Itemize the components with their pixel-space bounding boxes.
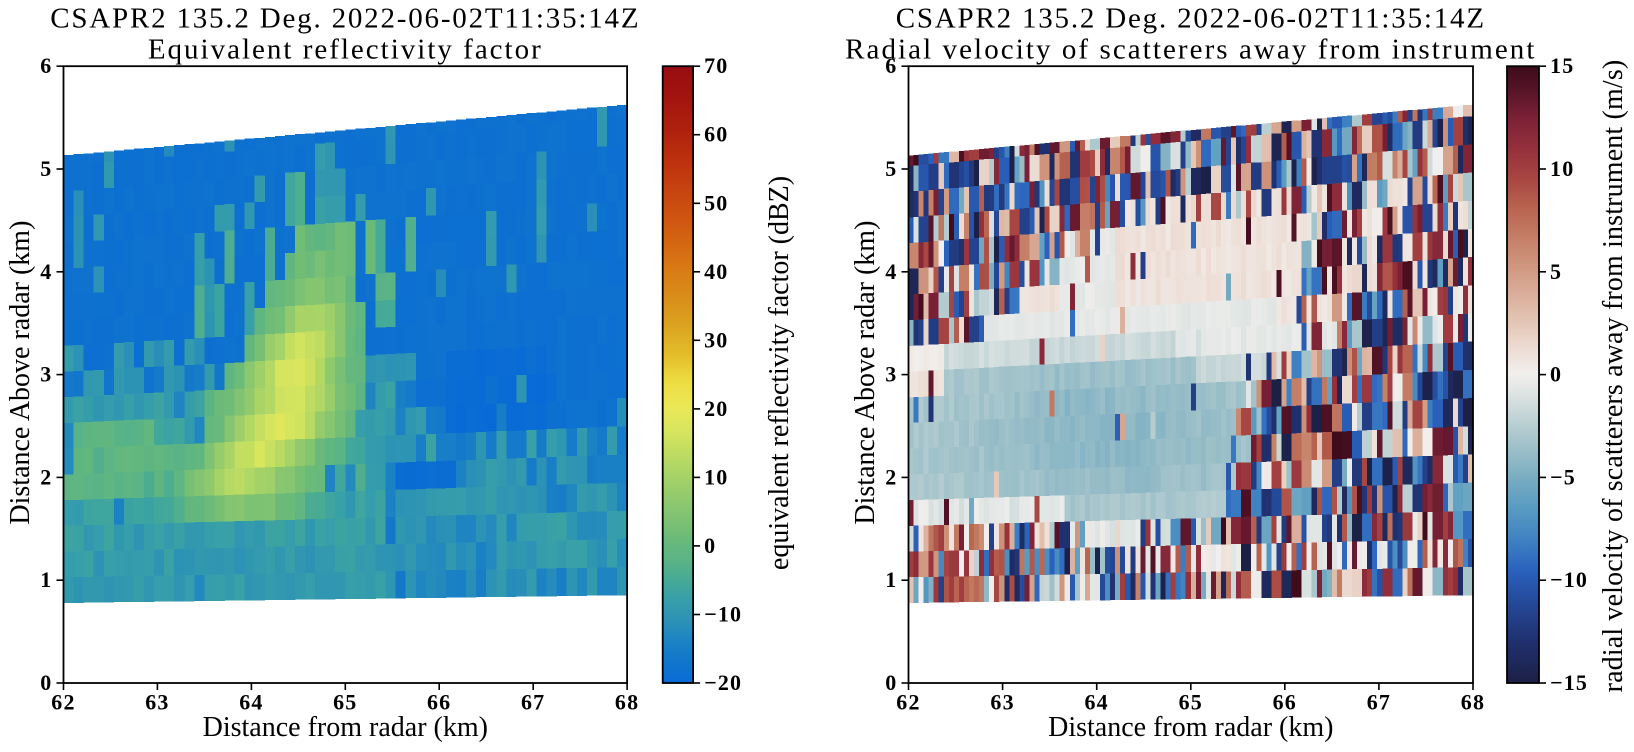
svg-text:0: 0 [704,533,716,558]
svg-text:3: 3 [885,362,897,387]
svg-text:60: 60 [704,122,728,147]
svg-text:4: 4 [40,259,52,284]
svg-text:30: 30 [704,327,728,352]
svg-text:Distance from radar (km): Distance from radar (km) [203,712,488,743]
svg-text:equivalent reflectivity factor: equivalent reflectivity factor (dBZ) [764,176,795,570]
svg-text:68: 68 [615,690,639,715]
svg-text:Distance from radar (km): Distance from radar (km) [1048,712,1333,743]
svg-text:63: 63 [145,690,169,715]
svg-text:−10: −10 [704,602,742,627]
svg-text:64: 64 [1084,690,1108,715]
svg-text:1: 1 [40,567,52,592]
svg-text:−10: −10 [1550,567,1588,592]
svg-text:64: 64 [239,690,263,715]
svg-text:67: 67 [521,690,545,715]
svg-text:63: 63 [990,690,1014,715]
svg-text:CSAPR2 135.2 Deg. 2022-06-02T1: CSAPR2 135.2 Deg. 2022-06-02T11:35:14Z [896,3,1486,35]
svg-text:6: 6 [885,53,897,78]
svg-text:1: 1 [885,567,897,592]
svg-text:50: 50 [704,190,728,215]
svg-text:67: 67 [1367,690,1391,715]
svg-text:70: 70 [704,53,728,78]
svg-text:65: 65 [333,690,357,715]
svg-text:radial velocity of scatterers: radial velocity of scatterers away from … [1598,60,1629,693]
svg-text:5: 5 [885,156,897,181]
svg-text:68: 68 [1461,690,1485,715]
svg-text:CSAPR2 135.2 Deg. 2022-06-02T1: CSAPR2 135.2 Deg. 2022-06-02T11:35:14Z [50,3,640,35]
svg-text:−5: −5 [1550,464,1576,489]
svg-text:2: 2 [885,464,897,489]
svg-text:0: 0 [1550,362,1562,387]
svg-text:66: 66 [427,690,451,715]
svg-text:5: 5 [40,156,52,181]
svg-text:66: 66 [1273,690,1297,715]
svg-text:62: 62 [51,690,75,715]
svg-text:10: 10 [704,464,728,489]
svg-text:62: 62 [896,690,920,715]
svg-text:0: 0 [885,670,897,695]
svg-text:Equivalent reflectivity factor: Equivalent reflectivity factor [148,34,543,66]
svg-text:−15: −15 [1550,670,1588,695]
svg-text:10: 10 [1550,156,1574,181]
svg-text:−20: −20 [704,670,742,695]
svg-text:3: 3 [40,362,52,387]
svg-text:2: 2 [40,464,52,489]
svg-text:20: 20 [704,396,728,421]
svg-text:40: 40 [704,259,728,284]
svg-text:15: 15 [1550,53,1574,78]
svg-text:Distance Above radar (km): Distance Above radar (km) [5,221,36,525]
svg-text:5: 5 [1550,259,1562,284]
svg-text:Radial velocity of scatterers: Radial velocity of scatterers away from … [845,34,1536,66]
svg-text:6: 6 [40,53,52,78]
svg-text:Distance Above radar (km): Distance Above radar (km) [850,221,881,525]
svg-text:0: 0 [40,670,52,695]
svg-text:4: 4 [885,259,897,284]
svg-text:65: 65 [1179,690,1203,715]
